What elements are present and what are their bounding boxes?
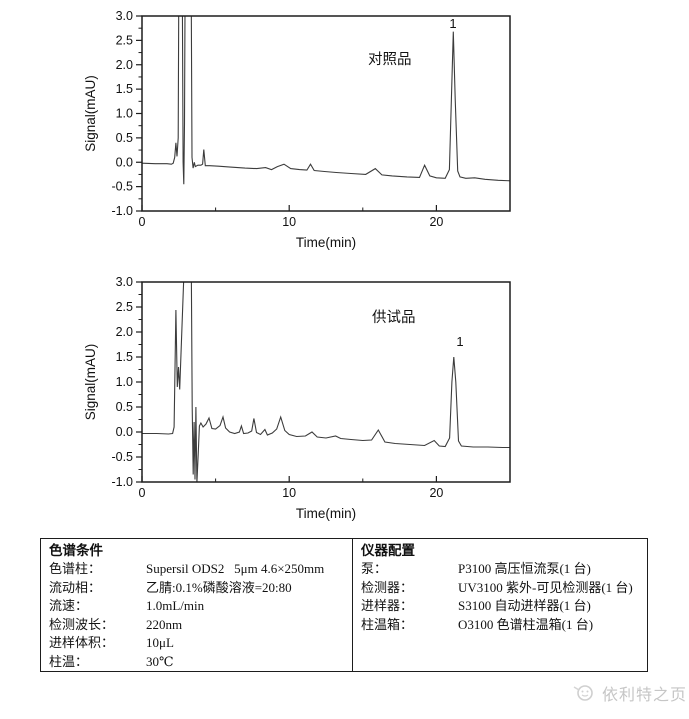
condition-value: 10μL — [146, 635, 174, 651]
y-tick-label: -1.0 — [111, 475, 133, 489]
instrument-row: 进样器： S3100 自动进样器(1 台) — [361, 597, 639, 616]
instrument-value: UV3100 紫外-可见检测器(1 台) — [458, 579, 633, 595]
condition-value: 1.0mL/min — [146, 598, 205, 614]
condition-label: 检测波长： — [49, 616, 115, 632]
condition-value: 220nm — [146, 616, 183, 632]
y-tick-label: 3.0 — [116, 275, 133, 289]
condition-row: 进样体积： 10μL — [49, 634, 344, 653]
x-tick-label: 10 — [282, 486, 296, 500]
instrument-value: S3100 自动进样器(1 台) — [458, 598, 591, 614]
y-axis-title: Signal(mAU) — [83, 75, 98, 152]
y-tick-label: 2.5 — [116, 300, 133, 314]
condition-row: 流速： 1.0mL/min — [49, 597, 344, 616]
y-tick-label: 0.0 — [116, 425, 133, 439]
chromatographic-conditions-column: 色谱条件 色谱柱： Supersil ODS2 5μm 4.6×250mm 流动相：… — [41, 539, 353, 671]
instrument-row: 检测器： UV3100 紫外-可见检测器(1 台) — [361, 579, 639, 598]
condition-value: Supersil ODS2 5μm 4.6×250mm — [146, 561, 325, 576]
condition-value: 30℃ — [146, 653, 174, 669]
x-tick-label: 0 — [139, 486, 146, 500]
y-tick-label: 1.5 — [116, 350, 133, 364]
instrument-label: 泵： — [361, 561, 388, 576]
instrument-row: 泵： P3100 高压恒流泵(1 台) — [361, 560, 639, 579]
y-tick-label: 3.0 — [116, 9, 133, 23]
conditions-header: 色谱条件 — [49, 543, 103, 558]
watermark-text: 依利特之页 — [601, 687, 687, 704]
instrument-rows: 泵： P3100 高压恒流泵(1 台) 检测器： UV3100 紫外-可见检测器(1 … — [361, 560, 639, 634]
condition-row: 色谱柱： Supersil ODS2 5μm 4.6×250mm — [49, 560, 344, 579]
sample-type-label: 供试品 — [372, 309, 416, 326]
y-tick-label: 2.0 — [116, 325, 133, 339]
instrument-label: 进样器： — [361, 598, 414, 614]
y-tick-label: 1.0 — [116, 375, 133, 389]
y-tick-label: 1.0 — [116, 107, 133, 121]
x-axis-title: Time(min) — [296, 506, 356, 521]
condition-label: 流动相： — [49, 579, 102, 595]
y-tick-label: 1.5 — [116, 82, 133, 96]
condition-label: 流速： — [49, 598, 89, 614]
plot-frame — [141, 15, 511, 212]
instrument-value: P3100 高压恒流泵(1 台) — [458, 561, 591, 576]
y-tick-label: 0.5 — [116, 400, 133, 414]
condition-row: 柱温： 30℃ — [49, 653, 344, 672]
chromatogram-trace — [142, 282, 510, 482]
chromatogram-trace — [142, 16, 510, 185]
condition-label: 进样体积： — [49, 635, 115, 651]
condition-label: 色谱柱： — [49, 561, 102, 576]
y-tick-label: 2.0 — [116, 58, 133, 72]
y-tick-label: -1.0 — [111, 204, 133, 218]
watermark: 依利特之页 — [571, 681, 687, 705]
x-tick-label: 20 — [429, 215, 443, 229]
x-axis-title: Time(min) — [296, 235, 356, 250]
instrument-row: 柱温箱： O3100 色谱柱温箱(1 台) — [361, 616, 639, 635]
x-tick-label: 0 — [139, 215, 146, 229]
sample-type-label: 对照品 — [368, 51, 412, 68]
instrument-config-column: 仪器配置 泵： P3100 高压恒流泵(1 台) 检测器： UV3100 紫外-可见检… — [353, 539, 647, 671]
instrument-label: 检测器： — [361, 579, 414, 595]
test-sample-chromatogram: 3.0 2.5 2.0 1.5 1.0 0.5 0.0 -0.5 -1.0 0 10 20 Signal… — [83, 275, 511, 521]
peak-number-label: 1 — [456, 334, 463, 349]
y-tick-label: 0.5 — [116, 131, 133, 145]
peak-number-label: 1 — [449, 16, 456, 31]
conditions-table: 色谱条件 色谱柱： Supersil ODS2 5μm 4.6×250mm 流动相：… — [40, 538, 648, 672]
condition-value: 乙腈:0.1%磷酸溶液=20:80 — [146, 579, 292, 595]
conditions-rows: 色谱柱： Supersil ODS2 5μm 4.6×250mm 流动相： 乙腈:0.… — [49, 560, 344, 672]
y-tick-label: -0.5 — [111, 450, 133, 464]
x-tick-label: 20 — [429, 486, 443, 500]
reference-chromatogram: 3.0 2.5 2.0 1.5 1.0 0.5 0.0 -0.5 -1.0 0 10 20 Signal… — [83, 9, 511, 250]
y-tick-label: 2.5 — [116, 33, 133, 47]
y-axis-title: Signal(mAU) — [83, 344, 98, 421]
x-tick-label: 10 — [282, 215, 296, 229]
condition-row: 流动相： 乙腈:0.1%磷酸溶液=20:80 — [49, 579, 344, 598]
instrument-label: 柱温箱： — [361, 616, 414, 632]
condition-label: 柱温： — [49, 653, 89, 669]
instrument-header: 仪器配置 — [361, 543, 415, 558]
y-tick-label: 0.0 — [116, 155, 133, 169]
plot-frame — [141, 281, 511, 483]
magnifier-face-icon — [573, 685, 593, 701]
condition-row: 检测波长： 220nm — [49, 616, 344, 635]
instrument-value: O3100 色谱柱温箱(1 台) — [458, 616, 594, 632]
y-tick-label: -0.5 — [111, 180, 133, 194]
